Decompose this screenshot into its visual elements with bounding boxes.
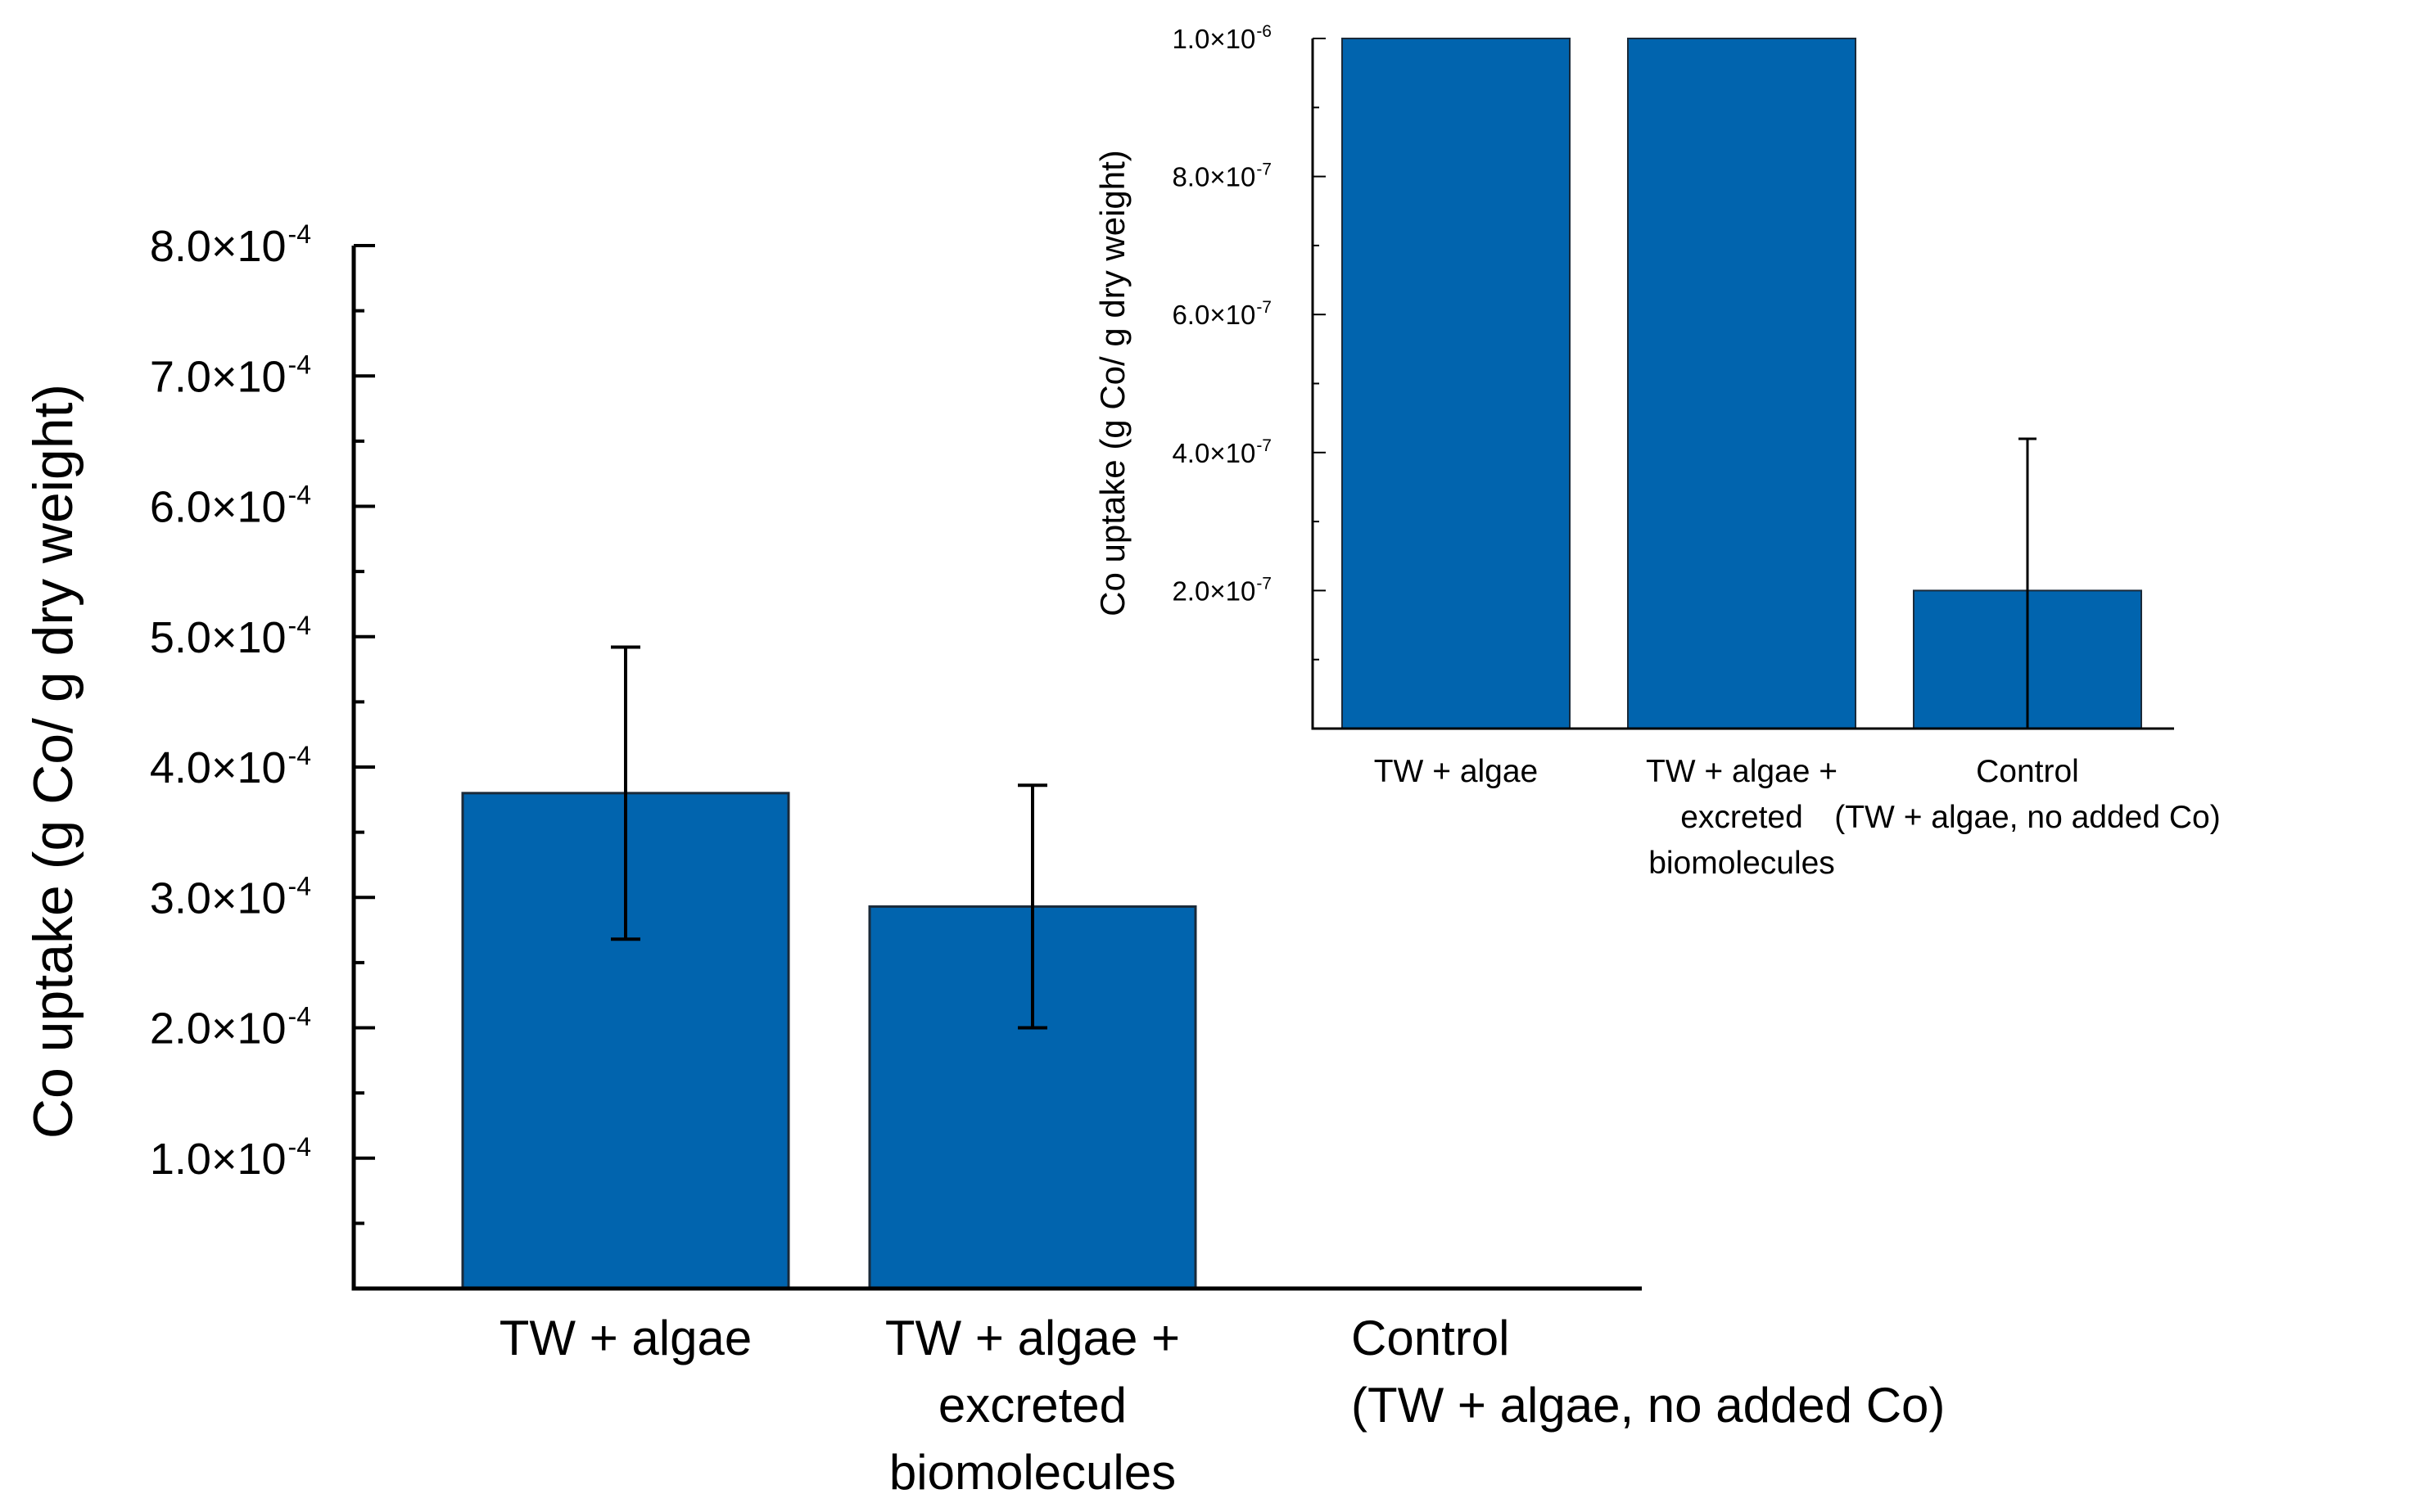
- y-tick-exponent: -4: [288, 611, 311, 640]
- bar: [1341, 38, 1571, 729]
- y-tick-exponent: -7: [1256, 436, 1272, 455]
- main-chart: 1.0×10-42.0×10-43.0×10-44.0×10-45.0×10-4…: [22, 219, 1945, 1500]
- y-tick-mantissa: 2.0×10: [150, 1004, 287, 1054]
- x-category-label: TW + algae +: [1646, 754, 1838, 789]
- x-category-label: (TW + algae, no added Co): [1351, 1378, 1945, 1433]
- y-tick-mantissa: 4.0×10: [150, 743, 287, 792]
- inset-chart: 2.0×10-74.0×10-76.0×10-78.0×10-71.0×10-6…: [1093, 22, 2221, 881]
- y-tick-label: 1.0×10-4: [150, 1132, 311, 1184]
- y-tick-exponent: -4: [288, 1132, 311, 1162]
- bar: [1627, 38, 1856, 729]
- y-tick-exponent: -4: [288, 1002, 311, 1031]
- y-tick-exponent: -4: [288, 481, 311, 510]
- y-tick-label: 8.0×10-4: [150, 219, 311, 271]
- y-tick-exponent: -7: [1256, 574, 1272, 593]
- x-category-label: excreted: [938, 1378, 1127, 1433]
- y-tick-mantissa: 1.0×10: [150, 1135, 287, 1184]
- y-tick-mantissa: 8.0×10: [150, 222, 287, 271]
- y-tick-label: 6.0×10-7: [1172, 298, 1272, 330]
- y-tick-mantissa: 1.0×10: [1172, 24, 1255, 54]
- y-tick-label: 6.0×10-4: [150, 481, 311, 532]
- y-tick-label: 8.0×10-7: [1172, 160, 1272, 192]
- y-tick-label: 2.0×10-4: [150, 1002, 311, 1054]
- x-category-label: TW + algae: [500, 1311, 752, 1365]
- x-category-label: Control: [1351, 1311, 1509, 1365]
- y-tick-exponent: -7: [1256, 298, 1272, 317]
- x-category-label: excreted: [1680, 800, 1803, 835]
- y-tick-exponent: -7: [1256, 160, 1272, 179]
- y-tick-exponent: -4: [288, 871, 311, 900]
- y-axis-label: Co uptake (g Co/ g dry weight): [22, 384, 84, 1139]
- y-tick-label: 3.0×10-4: [150, 871, 311, 923]
- y-tick-mantissa: 6.0×10: [150, 483, 287, 532]
- y-tick-exponent: -4: [288, 741, 311, 770]
- y-tick-mantissa: 4.0×10: [1172, 438, 1255, 468]
- y-tick-mantissa: 5.0×10: [150, 613, 287, 662]
- x-category-label: TW + algae: [1374, 754, 1539, 789]
- y-axis-label: Co uptake (g Co/ g dry weight): [1093, 150, 1132, 616]
- y-tick-label: 4.0×10-4: [150, 741, 311, 792]
- y-tick-mantissa: 8.0×10: [1172, 162, 1255, 192]
- y-tick-label: 5.0×10-4: [150, 611, 311, 662]
- y-tick-exponent: -4: [288, 350, 311, 379]
- y-tick-mantissa: 3.0×10: [150, 873, 287, 923]
- y-tick-mantissa: 6.0×10: [1172, 300, 1255, 330]
- x-category-label: Control: [1976, 754, 2079, 789]
- y-tick-label: 4.0×10-7: [1172, 436, 1272, 468]
- y-tick-label: 1.0×10-6: [1172, 22, 1272, 54]
- x-category-label: biomolecules: [889, 1445, 1176, 1500]
- y-tick-mantissa: 2.0×10: [1172, 575, 1255, 606]
- x-category-label: (TW + algae, no added Co): [1834, 800, 2221, 835]
- y-tick-label: 2.0×10-7: [1172, 574, 1272, 606]
- y-tick-label: 7.0×10-4: [150, 350, 311, 401]
- x-category-label: TW + algae +: [885, 1311, 1180, 1365]
- x-category-label: biomolecules: [1648, 846, 1835, 881]
- y-tick-exponent: -6: [1256, 22, 1272, 41]
- y-tick-exponent: -4: [288, 219, 311, 249]
- y-tick-mantissa: 7.0×10: [150, 352, 287, 401]
